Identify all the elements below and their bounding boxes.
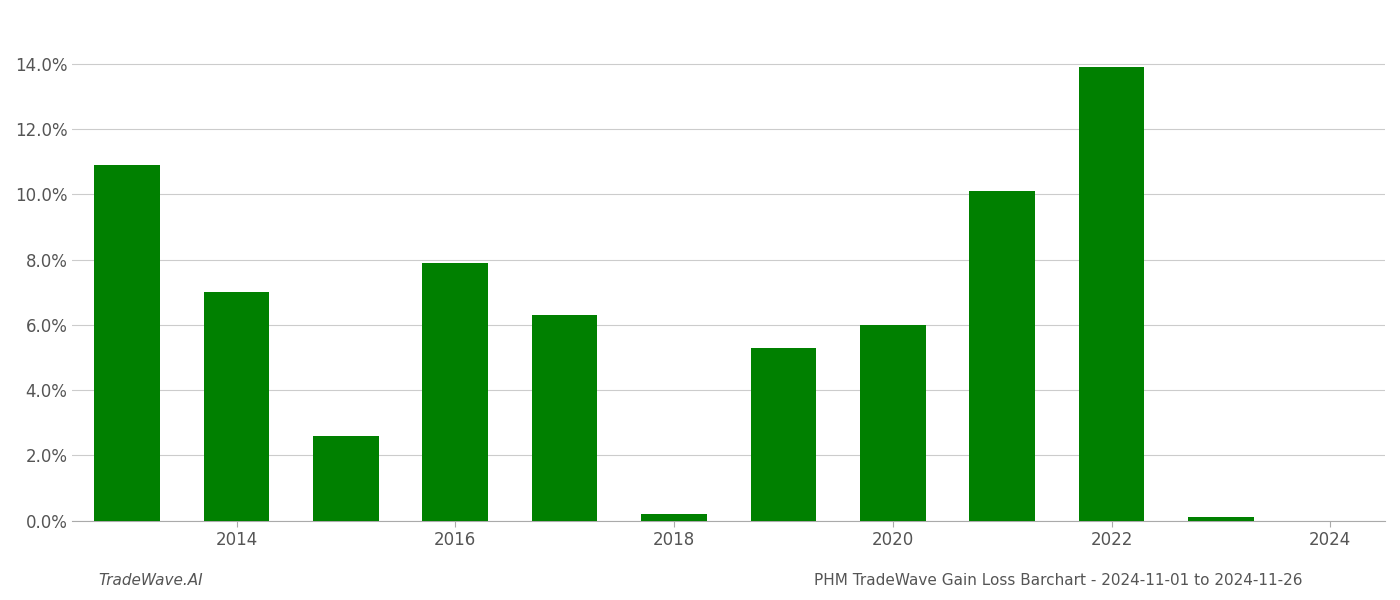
Bar bbox=[532, 315, 598, 521]
Bar bbox=[94, 165, 160, 521]
Bar bbox=[860, 325, 925, 521]
Text: TradeWave.AI: TradeWave.AI bbox=[98, 573, 203, 588]
Bar bbox=[423, 263, 489, 521]
Bar bbox=[1079, 67, 1144, 521]
Bar bbox=[750, 348, 816, 521]
Text: PHM TradeWave Gain Loss Barchart - 2024-11-01 to 2024-11-26: PHM TradeWave Gain Loss Barchart - 2024-… bbox=[813, 573, 1302, 588]
Bar bbox=[314, 436, 379, 521]
Bar bbox=[204, 292, 269, 521]
Bar bbox=[1189, 517, 1254, 521]
Bar bbox=[969, 191, 1035, 521]
Bar bbox=[641, 514, 707, 521]
